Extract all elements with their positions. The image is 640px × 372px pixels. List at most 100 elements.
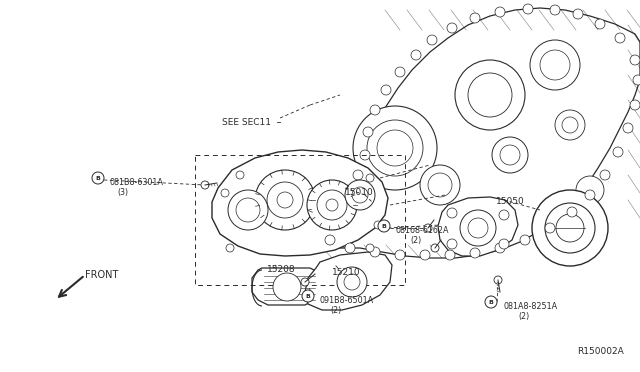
Text: B: B [95, 176, 100, 180]
Circle shape [431, 244, 439, 252]
Circle shape [613, 147, 623, 157]
Polygon shape [438, 197, 518, 256]
Text: 081B8-6301A: 081B8-6301A [110, 178, 164, 187]
Circle shape [615, 33, 625, 43]
Circle shape [468, 73, 512, 117]
Circle shape [327, 210, 337, 220]
Circle shape [301, 278, 309, 286]
Circle shape [550, 5, 560, 15]
Circle shape [374, 221, 382, 229]
Circle shape [366, 174, 374, 182]
Circle shape [381, 85, 391, 95]
Circle shape [370, 105, 380, 115]
Text: R150002A: R150002A [577, 347, 624, 356]
Circle shape [499, 239, 509, 249]
Circle shape [363, 127, 373, 137]
Text: 15208: 15208 [267, 265, 296, 274]
Circle shape [455, 60, 525, 130]
Circle shape [555, 110, 585, 140]
Text: 08168-6162A: 08168-6162A [396, 226, 449, 235]
Circle shape [221, 189, 229, 197]
Circle shape [447, 23, 457, 33]
Circle shape [600, 170, 610, 180]
Circle shape [255, 170, 315, 230]
Text: 15210: 15210 [332, 268, 360, 277]
Circle shape [411, 50, 421, 60]
Circle shape [92, 172, 104, 184]
Circle shape [495, 243, 505, 253]
Circle shape [630, 100, 640, 110]
Circle shape [556, 214, 584, 242]
Circle shape [326, 199, 338, 211]
Text: 15050: 15050 [496, 197, 525, 206]
Circle shape [307, 180, 357, 230]
Text: 15010: 15010 [345, 188, 374, 197]
Text: (2): (2) [330, 306, 341, 315]
Circle shape [344, 274, 360, 290]
Polygon shape [305, 252, 392, 310]
Circle shape [424, 224, 432, 232]
Circle shape [573, 9, 583, 19]
Circle shape [345, 180, 375, 210]
Circle shape [468, 218, 488, 238]
Circle shape [395, 67, 405, 77]
Circle shape [353, 106, 437, 190]
Circle shape [340, 190, 350, 200]
Circle shape [623, 123, 633, 133]
Circle shape [595, 19, 605, 29]
Circle shape [499, 210, 509, 220]
Circle shape [377, 130, 413, 166]
Circle shape [532, 190, 608, 266]
Text: 091B8-6501A: 091B8-6501A [320, 296, 374, 305]
Polygon shape [318, 8, 640, 258]
Text: (3): (3) [117, 188, 128, 197]
Circle shape [345, 243, 355, 253]
Circle shape [378, 220, 390, 232]
Text: SEE SEC11: SEE SEC11 [222, 118, 271, 127]
Circle shape [470, 13, 480, 23]
Circle shape [395, 250, 405, 260]
Circle shape [576, 176, 604, 204]
Circle shape [447, 239, 457, 249]
Circle shape [545, 203, 595, 253]
Circle shape [226, 244, 234, 252]
Circle shape [352, 187, 368, 203]
Circle shape [228, 190, 268, 230]
Text: FRONT: FRONT [85, 270, 118, 280]
Circle shape [460, 210, 496, 246]
Circle shape [317, 190, 347, 220]
Circle shape [236, 198, 260, 222]
Text: (2): (2) [518, 312, 529, 321]
Circle shape [470, 248, 480, 258]
Circle shape [545, 223, 555, 233]
Circle shape [520, 235, 530, 245]
Circle shape [367, 120, 423, 176]
Circle shape [337, 267, 367, 297]
Circle shape [492, 137, 528, 173]
Circle shape [500, 145, 520, 165]
Circle shape [420, 250, 430, 260]
Circle shape [366, 244, 374, 252]
Circle shape [447, 208, 457, 218]
Circle shape [485, 296, 497, 308]
Circle shape [445, 250, 455, 260]
Circle shape [267, 182, 303, 218]
Text: B: B [381, 224, 387, 228]
Text: (2): (2) [410, 236, 421, 245]
Circle shape [633, 75, 640, 85]
Circle shape [360, 150, 370, 160]
Circle shape [236, 171, 244, 179]
Circle shape [523, 4, 533, 14]
Circle shape [630, 55, 640, 65]
Circle shape [495, 7, 505, 17]
Circle shape [273, 273, 301, 301]
Circle shape [420, 165, 460, 205]
Circle shape [567, 207, 577, 217]
Circle shape [427, 35, 437, 45]
Circle shape [325, 235, 335, 245]
Text: 081A8-8251A: 081A8-8251A [503, 302, 557, 311]
Circle shape [530, 40, 580, 90]
Text: B: B [305, 294, 310, 298]
Circle shape [494, 276, 502, 284]
Circle shape [201, 181, 209, 189]
